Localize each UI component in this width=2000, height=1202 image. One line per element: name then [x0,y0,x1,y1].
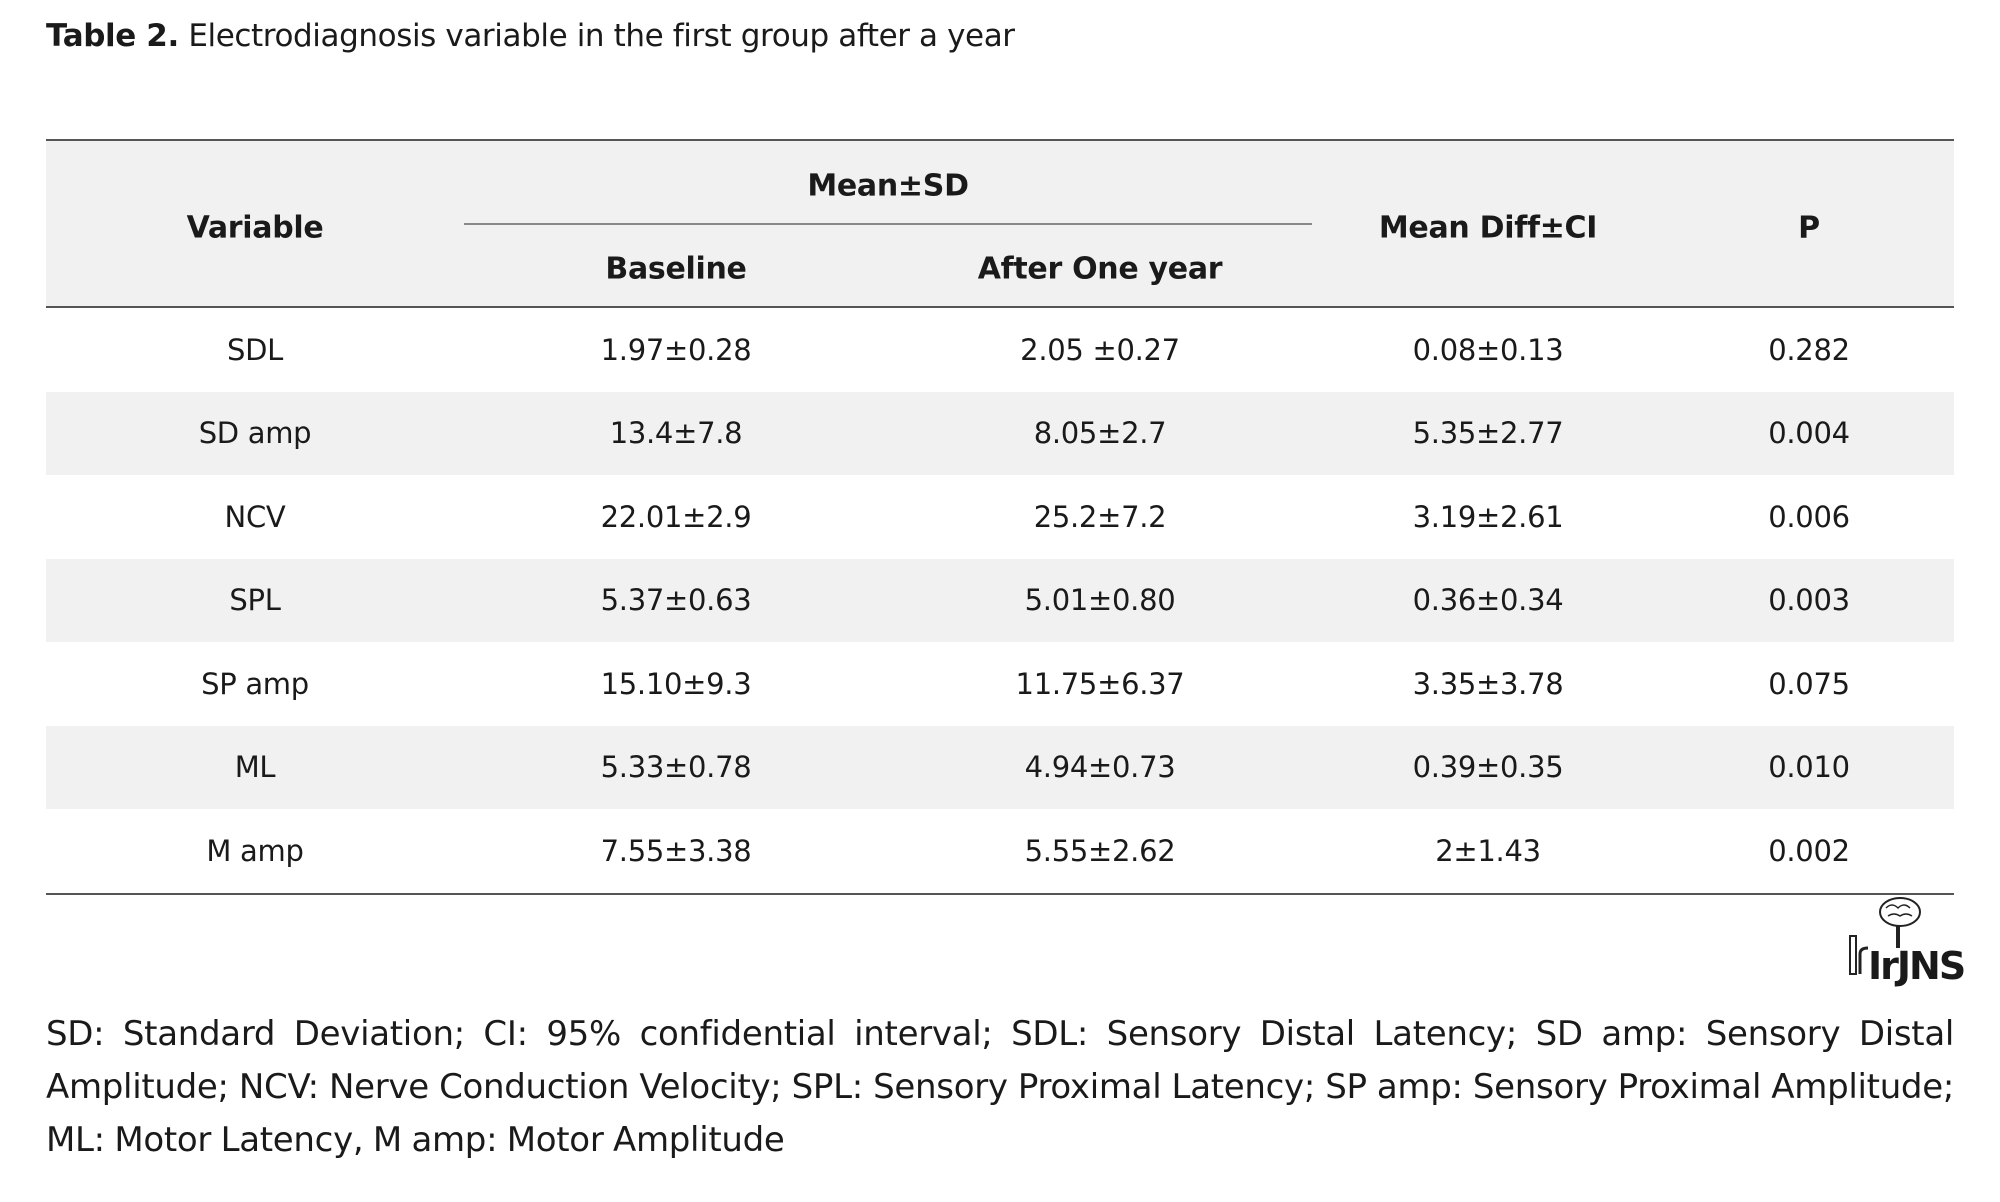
cell-mean-diff: 5.35±2.77 [1412,416,1564,451]
table-row: SDL 1.97±0.28 2.05 ±0.27 0.08±0.13 0.282 [46,308,1954,392]
table-bottom-rule [46,892,1954,895]
table-row: SPL 5.37±0.63 5.01±0.80 0.36±0.34 0.003 [46,558,1954,642]
cell-after: 11.75±6.37 [1015,666,1185,701]
cell-mean-diff: 0.39±0.35 [1412,750,1564,785]
table-row: ML 5.33±0.78 4.94±0.73 0.39±0.35 0.010 [46,725,1954,809]
table-caption: Table 2. Electrodiagnosis variable in th… [46,18,1015,54]
table-row: NCV 22.01±2.9 25.2±7.2 3.19±2.61 0.006 [46,475,1954,559]
header-variable: Variable [186,210,324,246]
header-bottom-rule [46,306,1954,308]
table-footnote: SD: Standard Deviation; CI: 95% confiden… [46,1014,1954,1160]
table-caption-label: Table 2. [46,18,179,54]
header-p: P [1798,210,1820,246]
cell-after: 5.55±2.62 [1024,833,1176,868]
cell-p: 0.282 [1768,332,1850,367]
table-row: M amp 7.55±3.38 5.55±2.62 2±1.43 0.002 [46,809,1954,893]
cell-mean-diff: 3.19±2.61 [1412,499,1564,534]
cell-mean-diff: 2±1.43 [1435,833,1541,868]
cell-after: 5.01±0.80 [1024,583,1176,618]
cell-baseline: 5.37±0.63 [600,583,752,618]
cell-variable: SPL [229,583,281,618]
cell-variable: SDL [227,332,283,367]
header-after-one-year: After One year [977,251,1223,287]
cell-mean-diff: 0.36±0.34 [1412,583,1564,618]
header-mean-diff: Mean Diff±CI [1378,210,1598,246]
cell-after: 8.05±2.7 [1033,416,1167,451]
cell-baseline: 5.33±0.78 [600,750,752,785]
brain-spine-logo-icon [1849,897,1921,975]
cell-after: 4.94±0.73 [1024,750,1176,785]
cell-p: 0.002 [1768,833,1850,868]
cell-mean-diff: 3.35±3.78 [1412,666,1564,701]
table-top-rule [46,139,1954,141]
cell-variable: ML [234,750,276,785]
cell-p: 0.075 [1768,666,1850,701]
table-row: SD amp 13.4±7.8 8.05±2.7 5.35±2.77 0.004 [46,391,1954,475]
table-header: Variable Mean±SD Baseline After One year… [46,141,1954,306]
cell-baseline: 7.55±3.38 [600,833,752,868]
table-caption-text: Electrodiagnosis variable in the first g… [188,18,1015,54]
cell-p: 0.004 [1768,416,1850,451]
cell-p: 0.006 [1768,499,1850,534]
table-body: SDL 1.97±0.28 2.05 ±0.27 0.08±0.13 0.282 SD a… [46,308,1954,893]
cell-after: 25.2±7.2 [1033,499,1167,534]
cell-variable: SD amp [198,416,312,451]
cell-variable: SP amp [201,666,309,701]
header-mean-sd: Mean±SD [807,168,969,204]
logo-text: IrJNS [1868,944,1966,988]
table-row: SP amp 15.10±9.3 11.75±6.37 3.35±3.78 0.075 [46,642,1954,726]
cell-p: 0.003 [1768,583,1850,618]
cell-mean-diff: 0.08±0.13 [1412,332,1564,367]
cell-baseline: 1.97±0.28 [600,332,752,367]
cell-variable: NCV [224,499,286,534]
cell-p: 0.010 [1768,750,1850,785]
header-baseline: Baseline [605,251,747,287]
cell-variable: M amp [206,833,304,868]
cell-baseline: 13.4±7.8 [609,416,743,451]
cell-after: 2.05 ±0.27 [1020,332,1180,367]
cell-baseline: 15.10±9.3 [600,666,752,701]
data-table: Variable Mean±SD Baseline After One year… [46,139,1954,895]
header-group-rule [464,223,1312,225]
cell-baseline: 22.01±2.9 [600,499,752,534]
